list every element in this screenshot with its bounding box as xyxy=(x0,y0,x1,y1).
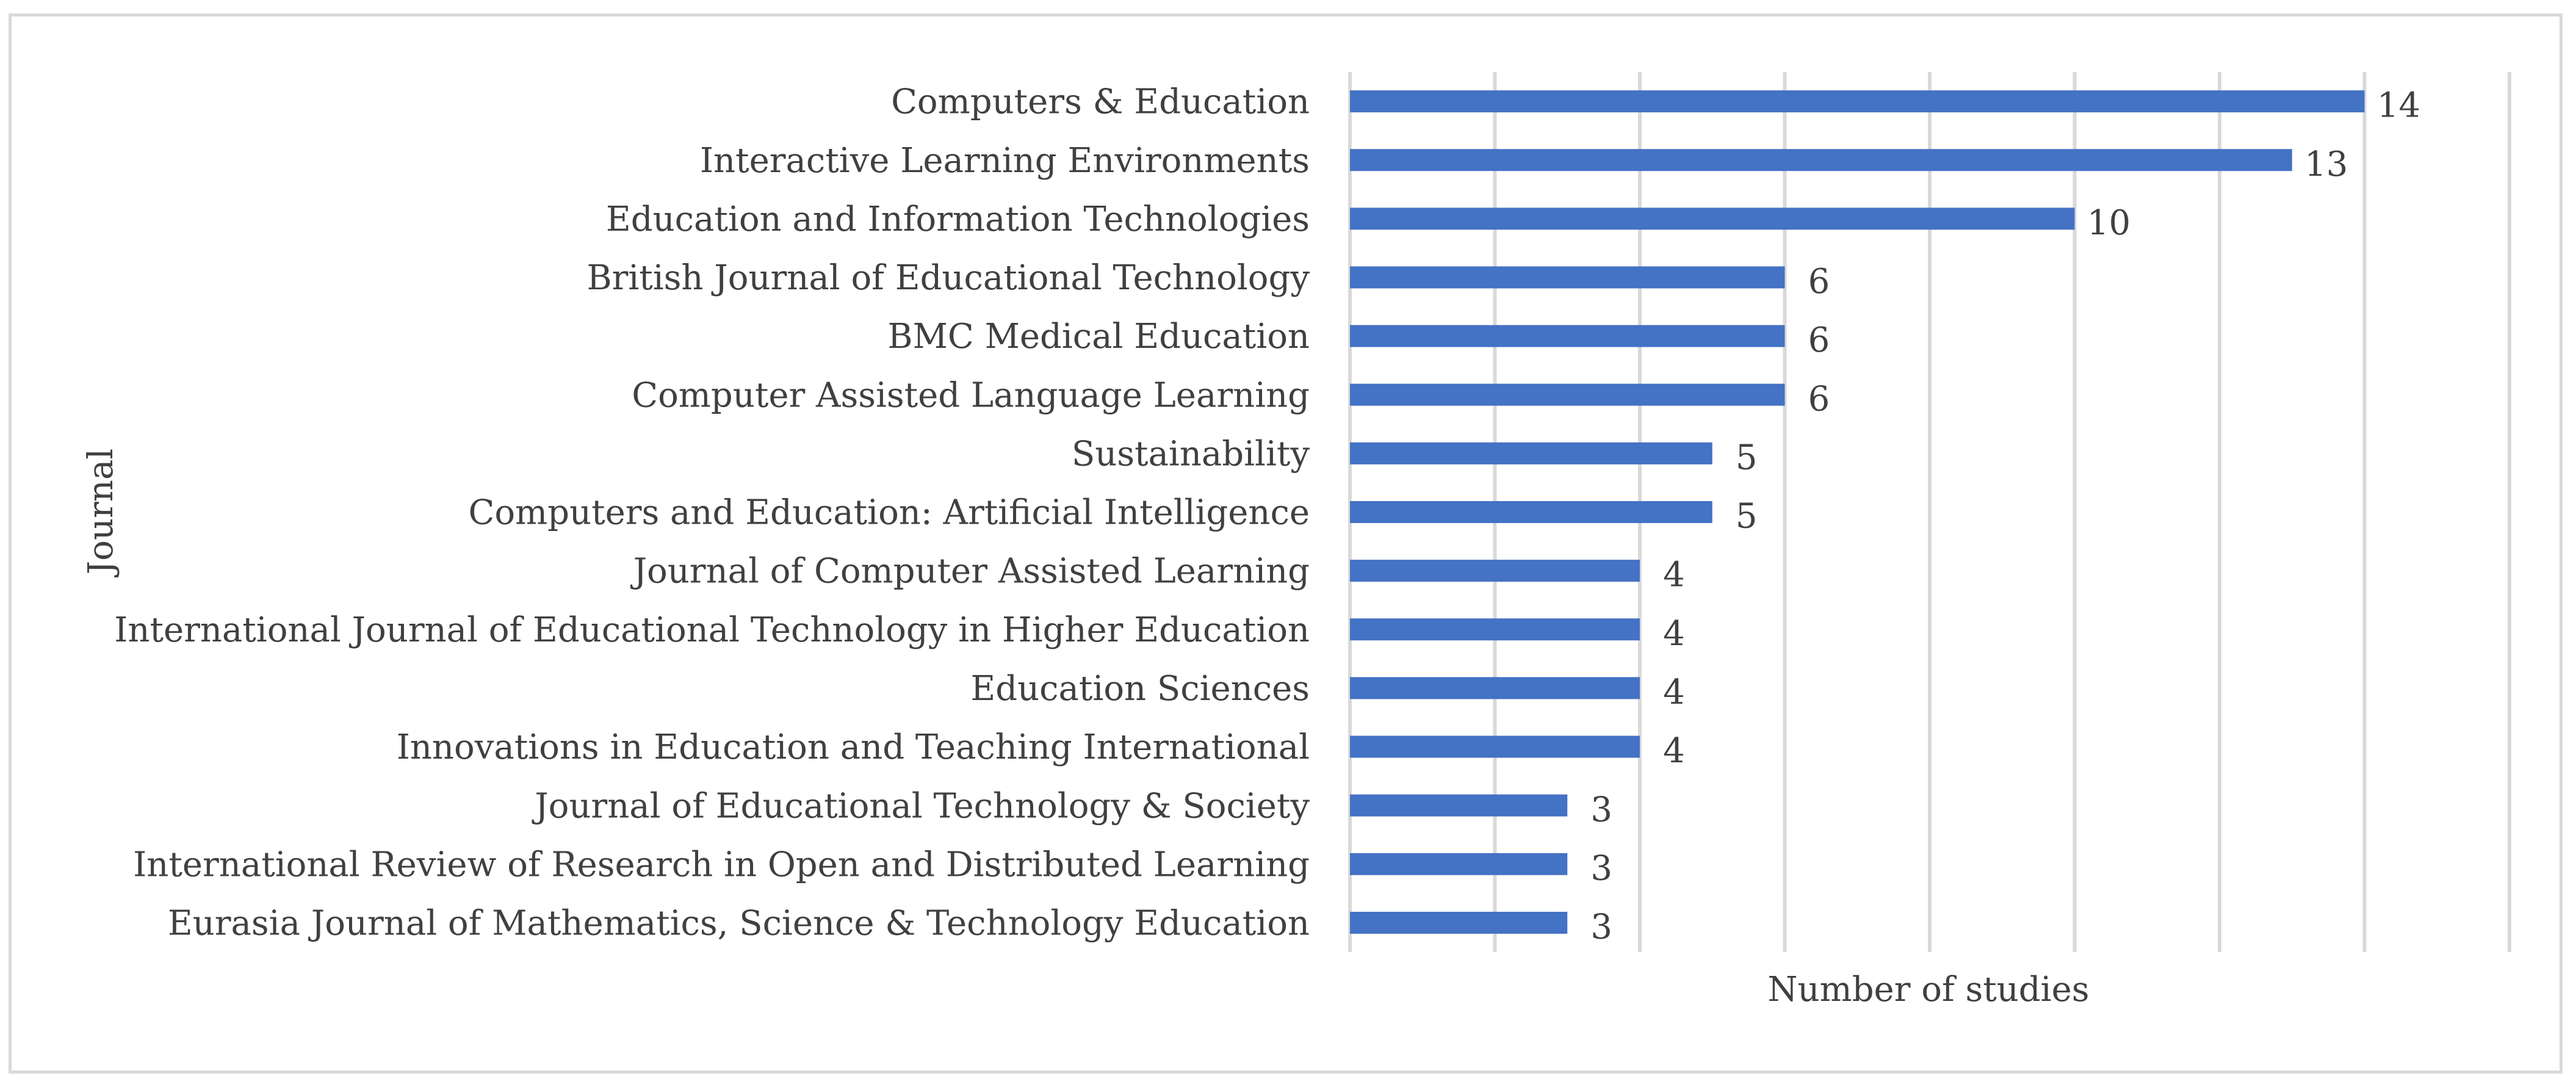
chart-frame xyxy=(9,13,2563,1074)
bar xyxy=(1350,560,1640,582)
y-axis-title: Journal xyxy=(81,449,121,577)
value-label: 5 xyxy=(1736,438,1758,477)
bar xyxy=(1350,90,2365,113)
category-label: Computers and Education: Artificial Inte… xyxy=(468,493,1310,533)
category-label: Computers & Education xyxy=(891,82,1310,122)
bar xyxy=(1350,911,1568,934)
value-label: 13 xyxy=(2304,145,2348,184)
value-label: 3 xyxy=(1590,790,1612,829)
category-label: BMC Medical Education xyxy=(887,317,1310,356)
bar xyxy=(1350,677,1640,699)
bar xyxy=(1350,735,1640,758)
value-label: 3 xyxy=(1590,848,1612,888)
category-label: Education and Information Technologies xyxy=(606,200,1310,239)
category-label: Journal of Computer Assisted Learning xyxy=(630,552,1310,591)
category-label: Sustainability xyxy=(1072,434,1310,474)
bar xyxy=(1350,383,1785,406)
bars xyxy=(1350,90,2365,934)
x-axis-title: Number of studies xyxy=(1768,970,2090,1009)
bar xyxy=(1350,794,1568,817)
value-label: 5 xyxy=(1736,497,1758,536)
category-label: International Review of Research in Open… xyxy=(133,845,1310,884)
value-label: 6 xyxy=(1808,262,1830,302)
value-label: 6 xyxy=(1808,320,1830,360)
value-label: 14 xyxy=(2377,86,2420,126)
bar xyxy=(1350,618,1640,641)
bar xyxy=(1350,149,2292,172)
category-label: Computer Assisted Language Learning xyxy=(632,375,1310,415)
category-labels: Computers & Education Interactive Learnin… xyxy=(114,82,1310,944)
value-label: 4 xyxy=(1663,555,1685,595)
bar xyxy=(1350,266,1785,289)
category-label: Innovations in Education and Teaching In… xyxy=(397,728,1310,767)
value-label: 4 xyxy=(1663,614,1685,654)
category-label: Education Sciences xyxy=(970,669,1310,709)
category-label: British Journal of Educational Technolog… xyxy=(586,258,1310,298)
value-label: 4 xyxy=(1663,731,1685,771)
category-label: Interactive Learning Environments xyxy=(700,141,1310,181)
category-label: Eurasia Journal of Mathematics, Science … xyxy=(168,904,1310,944)
category-label: International Journal of Educational Tec… xyxy=(114,610,1310,650)
category-label: Journal of Educational Technology & Soci… xyxy=(532,786,1310,826)
value-label: 4 xyxy=(1663,673,1685,712)
bar xyxy=(1350,501,1712,523)
value-label: 3 xyxy=(1590,908,1612,947)
bar xyxy=(1350,442,1712,464)
bar xyxy=(1350,325,1785,347)
bar xyxy=(1350,853,1568,875)
value-label: 10 xyxy=(2087,203,2130,243)
value-labels: 14 13 10 6 6 6 5 5 4 4 4 4 3 3 3 xyxy=(1590,86,2420,947)
bar xyxy=(1350,208,2075,230)
value-label: 6 xyxy=(1808,379,1830,419)
